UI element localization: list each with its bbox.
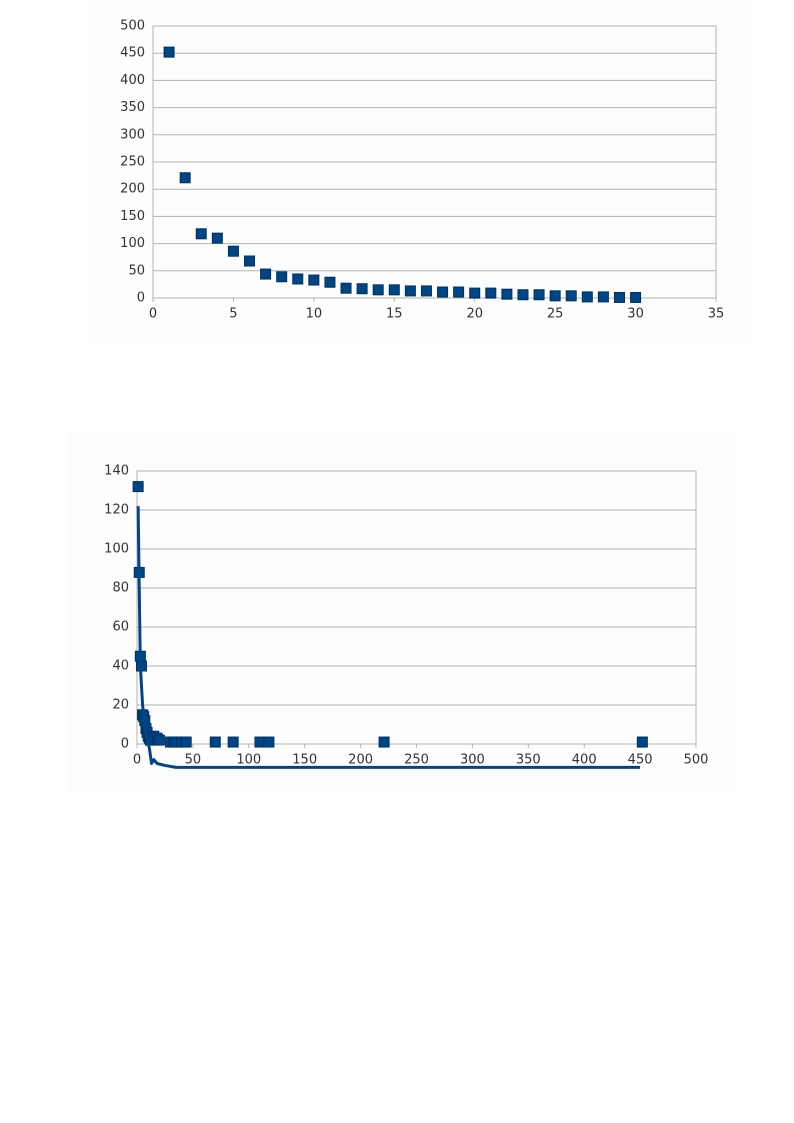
marker <box>613 291 625 303</box>
marker <box>469 287 481 299</box>
y-tick-label: 100 <box>120 236 145 251</box>
y-tick-label: 400 <box>120 73 145 88</box>
marker <box>180 736 192 748</box>
x-tick-label: 200 <box>348 753 373 768</box>
x-tick-label: 25 <box>547 307 564 322</box>
marker <box>372 284 384 296</box>
marker <box>517 289 529 301</box>
marker <box>163 46 175 58</box>
x-tick-label: 150 <box>292 753 317 768</box>
y-tick-label: 450 <box>120 46 145 61</box>
marker <box>404 285 416 297</box>
y-tick-label: 200 <box>120 182 145 197</box>
marker <box>549 290 561 302</box>
x-tick-label: 5 <box>229 307 237 322</box>
marker <box>260 268 272 280</box>
y-tick-label: 250 <box>120 155 145 170</box>
y-tick-label: 100 <box>104 542 129 557</box>
x-tick-label: 0 <box>149 307 157 322</box>
y-tick-label: 40 <box>112 659 129 674</box>
y-tick-label: 140 <box>104 464 129 479</box>
y-tick-label: 20 <box>112 698 129 713</box>
marker <box>581 291 593 303</box>
y-tick-label: 300 <box>120 127 145 142</box>
marker <box>153 734 165 746</box>
plot-border <box>152 25 717 299</box>
marker <box>565 290 577 302</box>
marker <box>597 291 609 303</box>
x-tick-label: 300 <box>460 753 485 768</box>
x-tick-label: 50 <box>185 753 202 768</box>
marker <box>308 274 320 286</box>
marker <box>636 736 648 748</box>
y-tick-label: 0 <box>137 291 145 306</box>
x-tick-label: 0 <box>133 753 141 768</box>
chart: 0 50 100 150 200 250 300 350 400 450 500 0 5 10 15 20 25… <box>88 0 750 345</box>
marker <box>211 232 223 244</box>
marker <box>292 273 304 285</box>
y-tick-label: 50 <box>128 263 145 278</box>
x-tick-label: 35 <box>708 307 725 322</box>
marker <box>378 736 390 748</box>
marker <box>533 289 545 301</box>
marker <box>453 286 465 298</box>
marker <box>179 172 191 184</box>
marker <box>501 288 513 300</box>
marker <box>630 291 642 303</box>
y-tick-label: 0 <box>121 737 129 752</box>
x-tick-label: 100 <box>236 753 261 768</box>
y-tick-label: 150 <box>120 209 145 224</box>
marker <box>340 282 352 294</box>
y-tick-label: 120 <box>104 503 129 518</box>
y-tick-label: 500 <box>120 19 145 34</box>
line <box>136 506 641 769</box>
x-tick-label: 250 <box>404 753 429 768</box>
y-tick-label: 80 <box>112 581 129 596</box>
plot-border <box>136 470 697 745</box>
marker <box>485 287 497 299</box>
x-tick-label: 500 <box>684 753 709 768</box>
x-tick-label: 400 <box>572 753 597 768</box>
marker <box>276 271 288 283</box>
marker <box>324 276 336 288</box>
chart: 0 20 40 60 80 100 120 140 0 50 100 150 200 250 300 350 4… <box>68 432 735 793</box>
marker <box>420 285 432 297</box>
marker <box>356 283 368 295</box>
y-tick-label: 60 <box>112 620 129 635</box>
x-tick-label: 15 <box>386 307 403 322</box>
marker <box>437 286 449 298</box>
y-tick-label: 350 <box>120 100 145 115</box>
marker <box>227 245 239 257</box>
x-tick-label: 350 <box>516 753 541 768</box>
marker <box>195 228 207 240</box>
x-tick-label: 10 <box>306 307 323 322</box>
x-tick-label: 30 <box>627 307 644 322</box>
x-tick-label: 20 <box>466 307 483 322</box>
marker <box>209 736 221 748</box>
marker <box>132 481 144 493</box>
marker <box>388 284 400 296</box>
x-tick-label: 450 <box>628 753 653 768</box>
marker <box>263 736 275 748</box>
marker <box>244 255 256 267</box>
marker <box>227 736 239 748</box>
